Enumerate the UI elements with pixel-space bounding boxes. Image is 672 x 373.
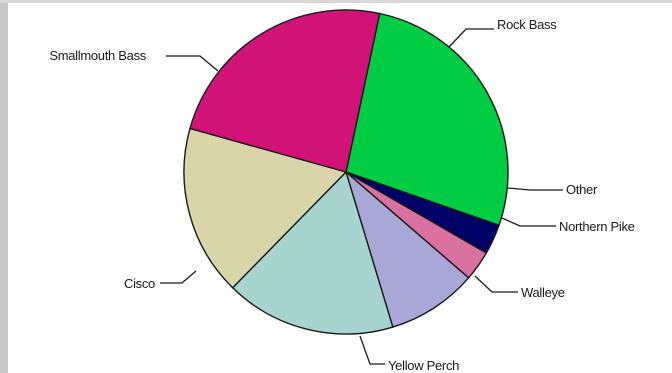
slice-label-cisco: Cisco [124,276,155,291]
pie-slice-walleye [344,169,470,328]
slice-label-yellow-perch: Yellow Perch [388,358,459,373]
pie-slice-cisco [183,127,348,289]
slice-label-smallmouth-bass: Smallmouth Bass [49,48,146,63]
leader-line-other [507,187,563,191]
leader-line-cisco [160,270,197,284]
window-left-border [0,0,8,373]
slice-label-walleye: Walleye [521,285,565,300]
leader-line-walleye [474,275,518,293]
pie-slice-smallmouth-bass [189,9,381,173]
pie-slice-yellow-perch [231,170,394,335]
leader-line-northern-pike [501,217,556,227]
slice-label-rock-bass: Rock Bass [497,17,557,32]
leader-line-smallmouth-bass [166,55,219,72]
leader-line-yellow-perch [359,335,385,365]
leader-line-rock-bass [448,28,494,48]
pie-slice-rock-bass [345,12,509,227]
window-top-border [0,0,672,3]
slice-label-northern-pike: Northern Pike [559,219,635,234]
slice-label-other: Other [566,182,598,197]
